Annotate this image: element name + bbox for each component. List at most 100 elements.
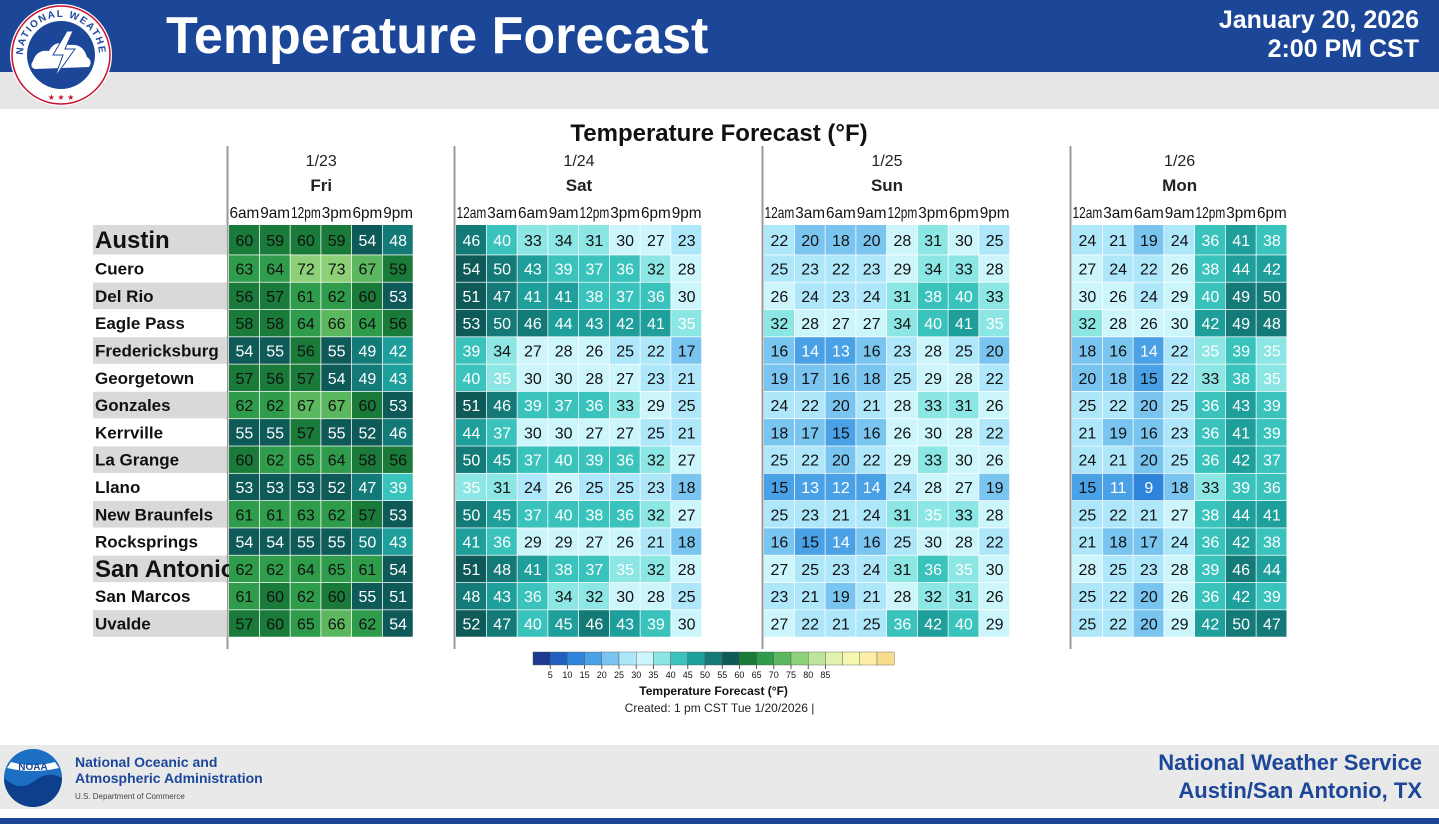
row-label: Rocksprings <box>95 533 198 552</box>
heatmap-cell <box>259 446 290 473</box>
heatmap-cell <box>1195 309 1225 337</box>
heatmap-cell <box>1102 282 1133 310</box>
heatmap-cell <box>917 555 948 583</box>
cell-value-label: 32 <box>924 589 942 606</box>
heatmap-cell <box>382 501 413 528</box>
heatmap-cell <box>321 225 352 255</box>
heatmap-cell <box>229 582 259 610</box>
heatmap-cell <box>259 555 290 583</box>
cell-value-label: 16 <box>770 343 788 360</box>
heatmap-cell <box>382 555 413 583</box>
cell-value-label: 49 <box>358 371 376 388</box>
cell-value-label: 37 <box>585 562 603 579</box>
heatmap-cell <box>229 473 259 501</box>
heatmap-cell <box>382 610 413 637</box>
heatmap-cell <box>794 225 825 255</box>
hour-label: 3am <box>487 205 517 222</box>
heatmap-cell <box>640 610 671 637</box>
cell-value-label: 25 <box>647 425 665 442</box>
cell-value-label: 18 <box>1109 371 1127 388</box>
heatmap-cell <box>229 501 259 528</box>
cell-value-label: 25 <box>893 535 911 552</box>
cell-value-label: 57 <box>297 425 315 442</box>
cell-value-label: 30 <box>555 371 573 388</box>
heatmap-cell <box>1133 337 1164 364</box>
day-date-label: 1/25 <box>871 153 902 170</box>
cell-value-label: 35 <box>924 507 942 524</box>
cell-value-label: 29 <box>524 535 542 552</box>
heatmap-cell <box>259 255 290 282</box>
cell-value-label: 23 <box>832 289 850 306</box>
hour-label: 6pm <box>949 205 979 222</box>
cell-value-label: 22 <box>1140 262 1158 279</box>
heatmap-cell <box>917 610 948 637</box>
heatmap-cell <box>1164 309 1195 337</box>
cell-value-label: 33 <box>616 398 634 415</box>
cell-value-label: 37 <box>524 453 542 470</box>
cell-value-label: 22 <box>647 343 665 360</box>
heatmap-cell <box>229 282 259 310</box>
heatmap-cell <box>856 501 887 528</box>
cell-value-label: 30 <box>524 425 542 442</box>
cell-value-label: 39 <box>389 480 407 497</box>
cell-value-label: 42 <box>1232 535 1250 552</box>
heatmap-cell <box>382 364 413 392</box>
cell-value-label: 54 <box>235 535 253 552</box>
cell-value-label: 45 <box>493 507 511 524</box>
cell-value-label: 26 <box>585 343 603 360</box>
cell-value-label: 42 <box>616 316 634 333</box>
cell-value-label: 55 <box>358 589 376 606</box>
heatmap-cell <box>979 610 1010 637</box>
hour-label: 6pm <box>1257 205 1287 222</box>
colorbar-bin <box>790 651 809 666</box>
cell-value-label: 28 <box>955 535 973 552</box>
cell-value-label: 44 <box>462 425 480 442</box>
cell-value-label: 20 <box>1140 616 1158 633</box>
cell-value-label: 25 <box>863 616 881 633</box>
cell-value-label: 28 <box>647 589 665 606</box>
heatmap-cell <box>229 364 259 392</box>
cell-value-label: 30 <box>1171 316 1189 333</box>
cell-value-label: 46 <box>585 616 603 633</box>
cell-value-label: 25 <box>955 343 973 360</box>
heatmap-cell <box>764 446 794 473</box>
cell-value-label: 35 <box>1263 371 1281 388</box>
heatmap-cell <box>352 582 382 610</box>
cell-value-label: 18 <box>1109 535 1127 552</box>
cell-value-label: 29 <box>1171 616 1189 633</box>
heatmap-cell <box>1133 391 1164 419</box>
hour-label: 9am <box>549 205 579 222</box>
cell-value-label: 15 <box>770 480 788 497</box>
heatmap-cell <box>1102 446 1133 473</box>
cell-value-label: 27 <box>616 425 634 442</box>
heatmap-cell <box>456 555 486 583</box>
row-label-bg <box>93 446 227 473</box>
cell-value-label: 47 <box>358 480 376 497</box>
heatmap-cell <box>229 610 259 637</box>
heatmap-cell <box>1133 309 1164 337</box>
cell-value-label: 32 <box>647 507 665 524</box>
heatmap-cell <box>229 391 259 419</box>
cell-value-label: 21 <box>832 616 850 633</box>
cell-value-label: 35 <box>616 562 634 579</box>
heatmap-cell <box>1102 364 1133 392</box>
cell-value-label: 67 <box>328 398 346 415</box>
cell-value-label: 22 <box>1109 507 1127 524</box>
colorbar-tick-label: 40 <box>666 670 676 680</box>
cell-value-label: 66 <box>328 316 346 333</box>
cell-value-label: 25 <box>1078 507 1096 524</box>
heatmap-cell <box>640 528 671 555</box>
heatmap-cell <box>948 337 979 364</box>
heatmap-cell <box>794 582 825 610</box>
heatmap-cell <box>640 255 671 282</box>
cell-value-label: 24 <box>863 507 881 524</box>
cell-value-label: 23 <box>678 233 696 250</box>
cell-value-label: 29 <box>893 262 911 279</box>
cell-value-label: 29 <box>893 453 911 470</box>
cell-value-label: 55 <box>328 425 346 442</box>
issue-time: 2:00 PM CST <box>1267 35 1419 63</box>
heatmap-cell <box>517 419 548 446</box>
heatmap-cell <box>794 528 825 555</box>
colorbar-bin <box>567 651 585 666</box>
